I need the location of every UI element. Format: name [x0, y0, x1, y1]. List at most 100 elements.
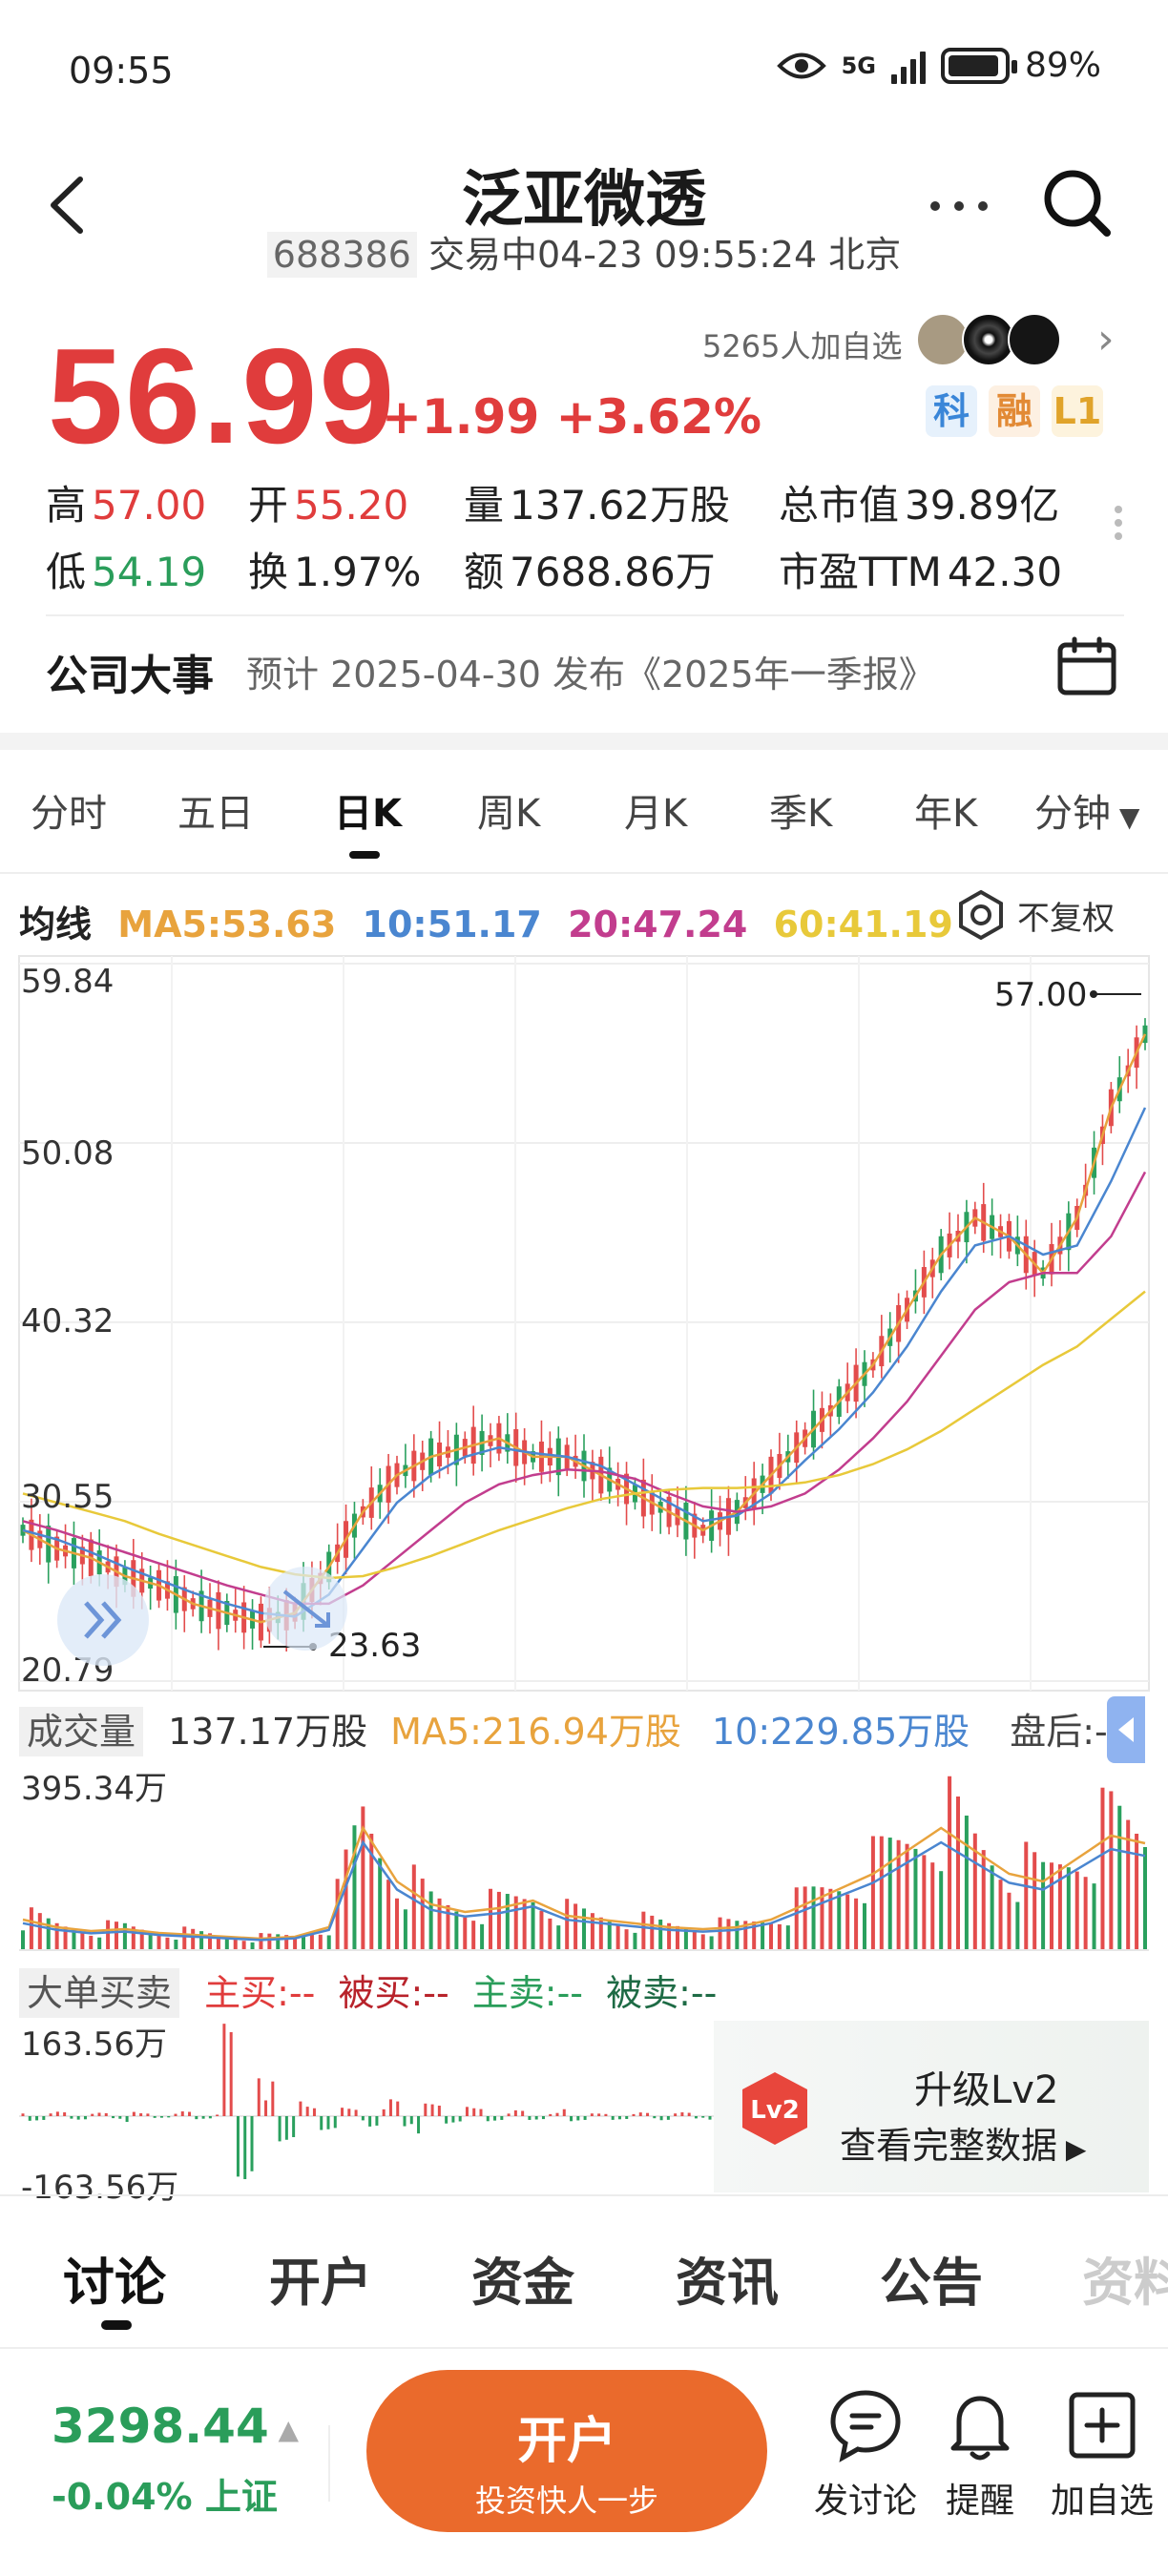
kline-chart[interactable]: 59.84 50.08 40.32 30.55 20.79 57.00 23.6… — [0, 954, 1168, 1698]
big-order-bar — [104, 2112, 108, 2116]
volume-bar — [267, 1933, 272, 1950]
volume-header: 成交量 137.17万股 MA5:216.94万股 10:229.85万股 盘后… — [19, 1702, 1120, 1759]
tab-five-day[interactable]: 五日 — [177, 792, 254, 836]
big-order-bar — [590, 2113, 594, 2116]
tag-margin[interactable]: 融 — [989, 385, 1040, 437]
tab-yearly-k[interactable]: 年K — [914, 792, 978, 836]
vertical-more-icon[interactable] — [1109, 500, 1128, 567]
big-order-chart[interactable]: 163.56万 -163.56万 — [0, 2021, 714, 2202]
big-order-bar — [28, 2116, 31, 2121]
tag-level1[interactable]: L1 — [1052, 385, 1103, 437]
kline-ma-lines — [22, 1033, 1147, 1624]
add-favorite-button[interactable]: 加自选 — [1040, 2387, 1164, 2523]
volume-bar — [1135, 1833, 1139, 1950]
tag-star-market[interactable]: 科 — [926, 385, 977, 437]
big-order-bar — [674, 2113, 678, 2116]
back-button[interactable] — [40, 172, 97, 239]
big-order-bar — [583, 2116, 587, 2120]
passive-sell: 被卖:-- — [606, 1972, 718, 2014]
big-order-bar — [472, 2108, 476, 2116]
volume-bar — [454, 1911, 459, 1950]
big-order-bar — [458, 2116, 462, 2122]
tab-monthly-k[interactable]: 月K — [624, 792, 688, 836]
lv2-title: 升级Lv2 — [914, 2068, 1059, 2112]
big-order-bar — [666, 2116, 670, 2120]
volume-bar — [1092, 1883, 1096, 1950]
kline-gridlines — [19, 956, 1149, 1691]
volume-bar — [964, 1815, 969, 1950]
chevron-right-icon[interactable]: › — [1097, 315, 1115, 364]
open-account-subtitle: 投资快人一步 — [474, 2483, 658, 2519]
volume-bar — [309, 1934, 314, 1950]
volume-bar — [403, 1909, 407, 1950]
volume-bar — [63, 1926, 68, 1950]
volume-bar — [777, 1923, 782, 1950]
more-button[interactable] — [926, 177, 992, 235]
big-order-bar — [513, 2109, 517, 2116]
tab-funds[interactable]: 资金 — [471, 2253, 574, 2313]
divider — [0, 872, 1168, 874]
index-widget[interactable]: 3298.44 ▲ -0.04% 上证 — [0, 2349, 324, 2576]
big-order-bar — [132, 2111, 136, 2116]
calendar-button[interactable] — [1055, 635, 1118, 698]
company-event-row[interactable]: 公司大事 预计 2025-04-30 发布《2025年一季报》 — [46, 636, 1124, 708]
big-order-bar — [305, 2107, 309, 2116]
volume-bar — [913, 1848, 918, 1950]
expand-left-button[interactable] — [57, 1574, 149, 1666]
remind-button[interactable]: 提醒 — [928, 2387, 1032, 2523]
volume-ma10-line — [22, 1839, 1146, 1942]
volume-bar — [556, 1925, 561, 1950]
big-order-bar — [216, 2114, 219, 2116]
ma5-value: MA5:53.63 — [117, 904, 337, 945]
lv2-upgrade-panel[interactable]: Lv2 升级Lv2 查看完整数据 ▶ — [714, 2021, 1149, 2192]
tab-open-account[interactable]: 开户 — [269, 2253, 372, 2313]
tab-quarterly-k[interactable]: 季K — [769, 792, 833, 836]
big-order-bar — [570, 2116, 574, 2122]
open-account-button[interactable]: 开户 投资快人一步 — [366, 2370, 767, 2532]
volume-bar — [437, 1898, 442, 1950]
volume-bar — [21, 1930, 25, 1950]
followers-count[interactable]: 5265人加自选 — [702, 328, 903, 364]
volume-bar — [683, 1928, 688, 1950]
big-order-bar — [21, 2113, 25, 2116]
volume-bar — [131, 1926, 136, 1950]
adjust-price-button[interactable]: 不复权 — [954, 883, 1145, 946]
follower-avatars[interactable] — [916, 313, 1061, 366]
kline-frame — [18, 955, 1150, 1692]
tab-daily-k[interactable]: 日K — [334, 792, 402, 836]
search-button[interactable] — [1040, 166, 1116, 242]
tab-discussion[interactable]: 讨论 — [63, 2253, 166, 2313]
chart-crosshair-button[interactable] — [263, 1567, 347, 1651]
lv2-subtitle: 查看完整数据 ▶ — [840, 2116, 1086, 2169]
big-order-title[interactable]: 大单买卖 — [19, 1968, 180, 2018]
big-order-bar — [284, 2116, 288, 2140]
tab-weekly-k[interactable]: 周K — [477, 792, 541, 836]
volume-bar — [582, 1908, 586, 1950]
volume-chart[interactable]: 395.34万 — [0, 1763, 1168, 1954]
y-tick-label: 40.32 — [21, 1302, 114, 1340]
divider — [0, 2194, 1168, 2196]
tab-profile[interactable]: 资料 — [1082, 2253, 1168, 2313]
collapse-panel-button[interactable] — [1107, 1696, 1145, 1763]
volume-bar — [326, 1935, 331, 1950]
current-price: 56.99 — [48, 321, 397, 472]
tab-intraday[interactable]: 分时 — [31, 792, 107, 836]
tab-minute[interactable]: 分钟 ▼ — [1034, 782, 1139, 838]
big-order-bar — [354, 2109, 358, 2116]
post-discussion-button[interactable]: 发讨论 — [803, 2387, 928, 2523]
tab-announcements[interactable]: 公告 — [880, 2253, 983, 2313]
volume-title[interactable]: 成交量 — [19, 1707, 144, 1756]
volume-bar — [241, 1941, 246, 1950]
main-buy: 主买:-- — [204, 1972, 316, 2014]
y-tick-label: 30.55 — [21, 1478, 114, 1516]
volume-bar — [956, 1797, 960, 1950]
big-order-bar — [361, 2116, 365, 2121]
big-order-bar — [604, 2113, 608, 2116]
big-order-bar — [70, 2116, 73, 2119]
volume-bar — [633, 1932, 637, 1950]
volume-bar — [820, 1887, 824, 1950]
volume-bar — [471, 1921, 476, 1950]
volume-bar — [208, 1933, 212, 1950]
volume-bar — [1074, 1871, 1079, 1950]
tab-news[interactable]: 资讯 — [676, 2253, 779, 2313]
